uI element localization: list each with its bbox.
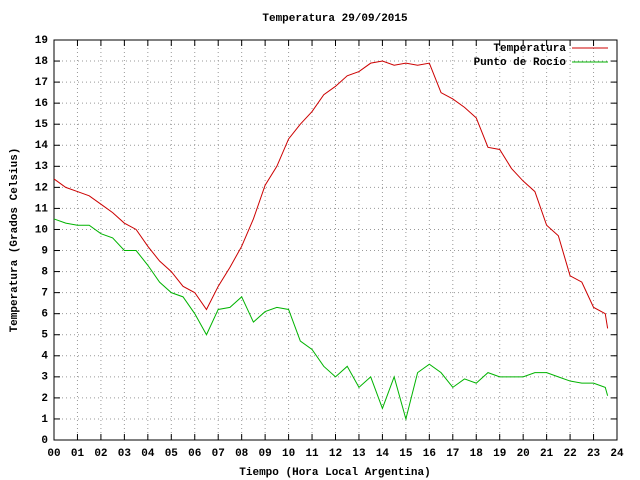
x-tick-label: 13	[352, 448, 366, 460]
x-tick-label: 11	[305, 448, 319, 460]
x-tick-label: 15	[399, 448, 413, 460]
x-tick-label: 08	[235, 448, 249, 460]
x-axis-label: Tiempo (Hora Local Argentina)	[239, 467, 430, 479]
legend-label: Temperatura	[493, 43, 566, 55]
y-tick-label: 8	[41, 266, 48, 278]
chart-title: Temperatura 29/09/2015	[262, 13, 408, 25]
y-tick-label: 5	[41, 330, 48, 342]
x-tick-label: 07	[212, 448, 225, 460]
legend-label: Punto de Rocío	[474, 57, 567, 69]
y-tick-label: 3	[41, 372, 48, 384]
y-tick-label: 17	[35, 77, 48, 89]
x-tick-label: 23	[587, 448, 601, 460]
x-tick-label: 06	[188, 448, 201, 460]
x-tick-label: 16	[423, 448, 436, 460]
x-tick-label: 00	[47, 448, 60, 460]
y-tick-label: 18	[35, 56, 49, 68]
y-tick-label: 6	[41, 309, 48, 321]
x-tick-label: 21	[540, 448, 554, 460]
plot-border	[53, 39, 618, 441]
x-tick-label: 17	[446, 448, 459, 460]
y-axis-label: Temperatura (Grados Celsius)	[9, 148, 21, 333]
x-tick-label: 02	[94, 448, 107, 460]
x-tick-label: 18	[470, 448, 484, 460]
y-tick-label: 4	[41, 351, 48, 363]
data-line	[53, 60, 609, 329]
x-tick-label: 14	[376, 448, 390, 460]
y-tick-label: 15	[35, 119, 49, 131]
y-tick-label: 14	[35, 140, 49, 152]
x-tick-label: 19	[493, 448, 506, 460]
x-tick-label: 12	[329, 448, 342, 460]
y-tick-label: 9	[41, 245, 48, 257]
y-tick-label: 13	[35, 161, 49, 173]
data-line	[53, 218, 609, 421]
x-tick-label: 10	[282, 448, 295, 460]
y-tick-label: 1	[41, 414, 48, 426]
y-tick-label: 7	[41, 288, 48, 300]
y-tick-label: 10	[35, 224, 48, 236]
x-tick-label: 03	[118, 448, 132, 460]
y-tick-label: 2	[41, 393, 48, 405]
y-tick-label: 16	[35, 98, 48, 110]
x-tick-label: 01	[71, 448, 85, 460]
y-tick-label: 19	[35, 35, 48, 47]
x-tick-label: 22	[563, 448, 576, 460]
x-tick-label: 05	[165, 448, 179, 460]
y-tick-label: 11	[35, 203, 49, 215]
x-tick-label: 09	[259, 448, 272, 460]
x-tick-label: 04	[141, 448, 155, 460]
y-tick-label: 0	[41, 435, 48, 447]
x-tick-label: 20	[517, 448, 530, 460]
y-tick-label: 12	[35, 182, 48, 194]
x-tick-label: 24	[610, 448, 624, 460]
